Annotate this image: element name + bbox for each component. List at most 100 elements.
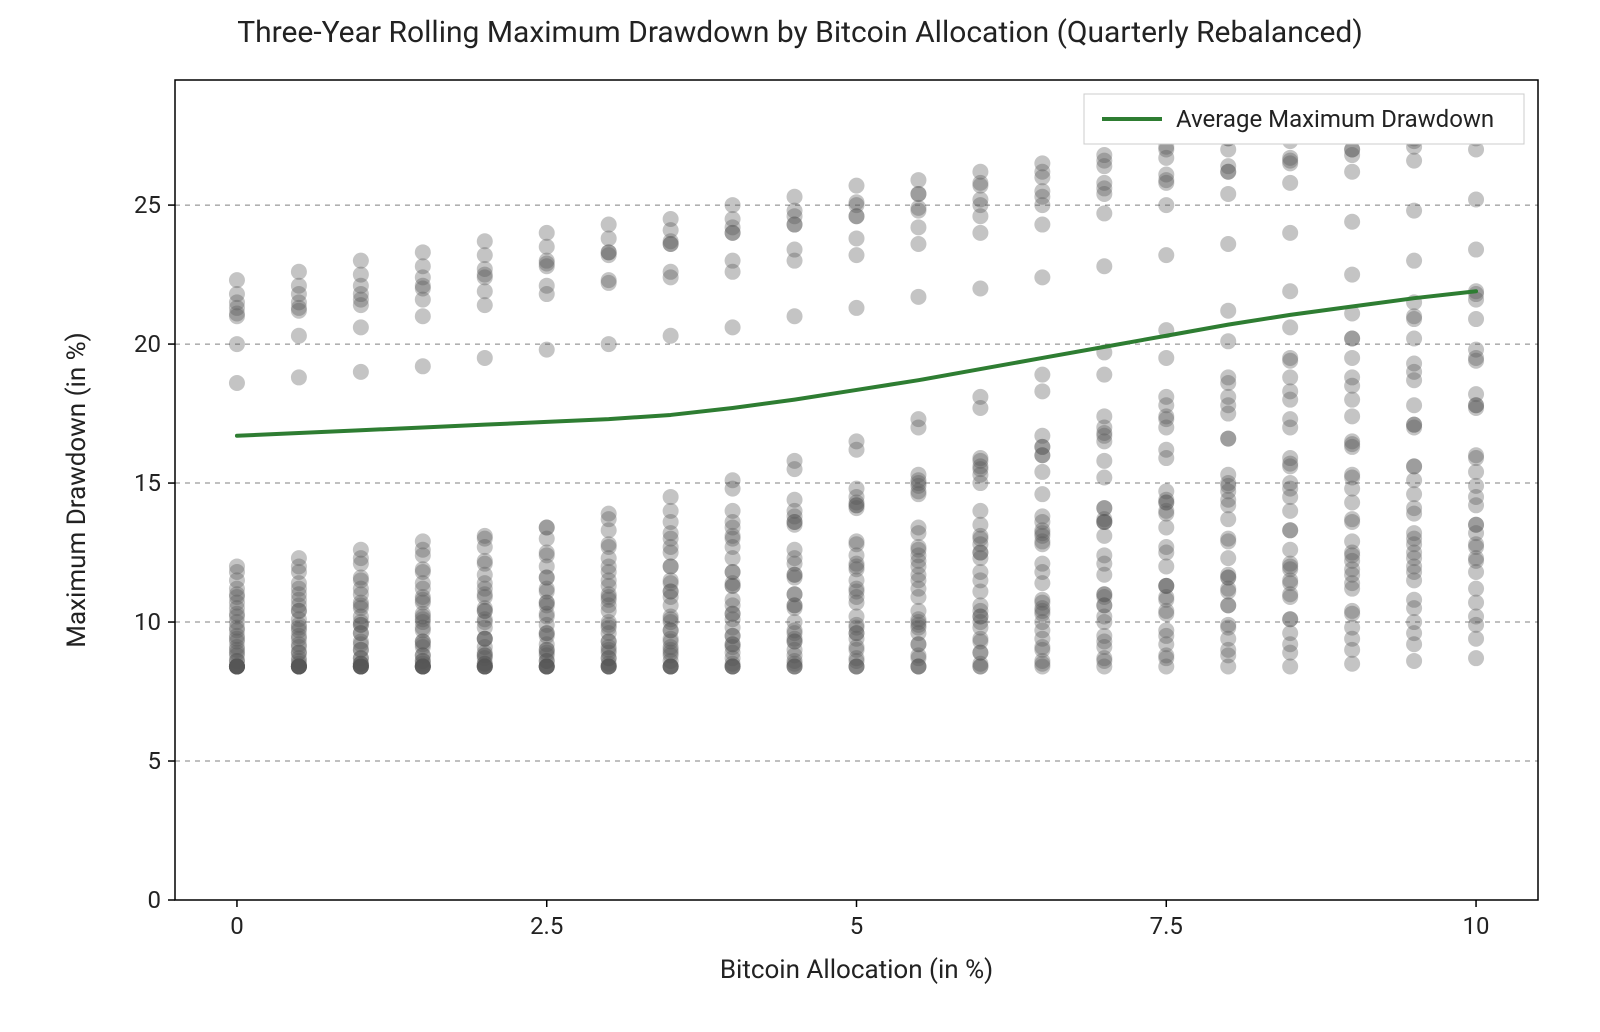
scatter-point [1468, 650, 1484, 666]
scatter-point [849, 497, 865, 513]
scatter-point [291, 586, 307, 602]
scatter-point [1468, 631, 1484, 647]
scatter-point [1406, 417, 1422, 433]
scatter-point [1220, 659, 1236, 675]
scatter-point [1344, 392, 1360, 408]
scatter-point [601, 522, 617, 538]
scatter-point [539, 225, 555, 241]
scatter-point [725, 611, 741, 627]
scatter-point [291, 558, 307, 574]
scatter-point [1096, 650, 1112, 666]
scatter-point [229, 589, 245, 605]
scatter-point [1282, 369, 1298, 385]
scatter-point [1406, 372, 1422, 388]
scatter-point [849, 659, 865, 675]
scatter-point [1096, 367, 1112, 383]
scatter-point [910, 581, 926, 597]
scatter-point [477, 267, 493, 283]
legend-label: Average Maximum Drawdown [1176, 105, 1494, 133]
scatter-point [1344, 436, 1360, 452]
scatter-point [1220, 620, 1236, 636]
scatter-point [601, 617, 617, 633]
scatter-point [910, 520, 926, 536]
scatter-point [353, 625, 369, 641]
scatter-point [291, 328, 307, 344]
scatter-point [291, 294, 307, 310]
scatter-point [972, 528, 988, 544]
scatter-point [849, 300, 865, 316]
scatter-point [663, 233, 679, 249]
scatter-point [725, 253, 741, 269]
y-tick-label: 20 [134, 330, 161, 358]
scatter-point [1220, 492, 1236, 508]
scatter-point [539, 255, 555, 271]
scatter-point [1282, 392, 1298, 408]
scatter-point [539, 286, 555, 302]
scatter-point [1096, 186, 1112, 202]
scatter-point [539, 239, 555, 255]
scatter-point [1468, 286, 1484, 302]
scatter-point [1220, 642, 1236, 658]
scatter-point [725, 597, 741, 613]
scatter-point [1344, 408, 1360, 424]
scatter-point [539, 545, 555, 561]
scatter-point [787, 189, 803, 205]
scatter-point [353, 286, 369, 302]
scatter-point [1406, 653, 1422, 669]
scatter-point [1220, 164, 1236, 180]
scatter-point [539, 642, 555, 658]
scatter-point [787, 453, 803, 469]
scatter-point [1344, 511, 1360, 527]
scatter-point [601, 275, 617, 291]
y-tick-label: 25 [134, 191, 161, 219]
scatter-point [1158, 520, 1174, 536]
scatter-point [972, 656, 988, 672]
scatter-point [787, 550, 803, 566]
scatter-point [663, 525, 679, 541]
scatter-point [910, 186, 926, 202]
scatter-point [1158, 647, 1174, 663]
scatter-point [1034, 533, 1050, 549]
scatter-point [1344, 267, 1360, 283]
scatter-point [1282, 572, 1298, 588]
scatter-point [787, 242, 803, 258]
scatter-point [477, 581, 493, 597]
scatter-point [1468, 581, 1484, 597]
scatter-point [1220, 567, 1236, 583]
scatter-point [601, 244, 617, 260]
scatter-point [415, 278, 431, 294]
scatter-point [353, 364, 369, 380]
scatter-point [1096, 419, 1112, 435]
scatter-point [1406, 397, 1422, 413]
scatter-point [539, 520, 555, 536]
scatter-point [1344, 575, 1360, 591]
scatter-point [787, 308, 803, 324]
scatter-point [1220, 375, 1236, 391]
chart-container: Three-Year Rolling Maximum Drawdown by B… [0, 0, 1600, 1032]
scatter-point [1344, 656, 1360, 672]
y-tick-label: 15 [134, 469, 161, 497]
scatter-point [477, 233, 493, 249]
scatter-point [477, 631, 493, 647]
scatter-point [601, 572, 617, 588]
scatter-point [1282, 542, 1298, 558]
scatter-point [1034, 367, 1050, 383]
scatter-point [601, 217, 617, 233]
scatter-point [910, 200, 926, 216]
scatter-point [1158, 350, 1174, 366]
scatter-point [291, 603, 307, 619]
scatter-point [415, 244, 431, 260]
scatter-point [1282, 411, 1298, 427]
scatter-point [1282, 659, 1298, 675]
scatter-point [353, 319, 369, 335]
scatter-point [1406, 308, 1422, 324]
scatter-point [1406, 153, 1422, 169]
scatter-point [910, 478, 926, 494]
scatter-point [1468, 539, 1484, 555]
y-axis-label: Maximum Drawdown (in %) [62, 332, 92, 647]
scatter-point [1158, 545, 1174, 561]
scatter-point [1344, 350, 1360, 366]
scatter-point [1220, 431, 1236, 447]
scatter-point [601, 336, 617, 352]
scatter-point [601, 659, 617, 675]
